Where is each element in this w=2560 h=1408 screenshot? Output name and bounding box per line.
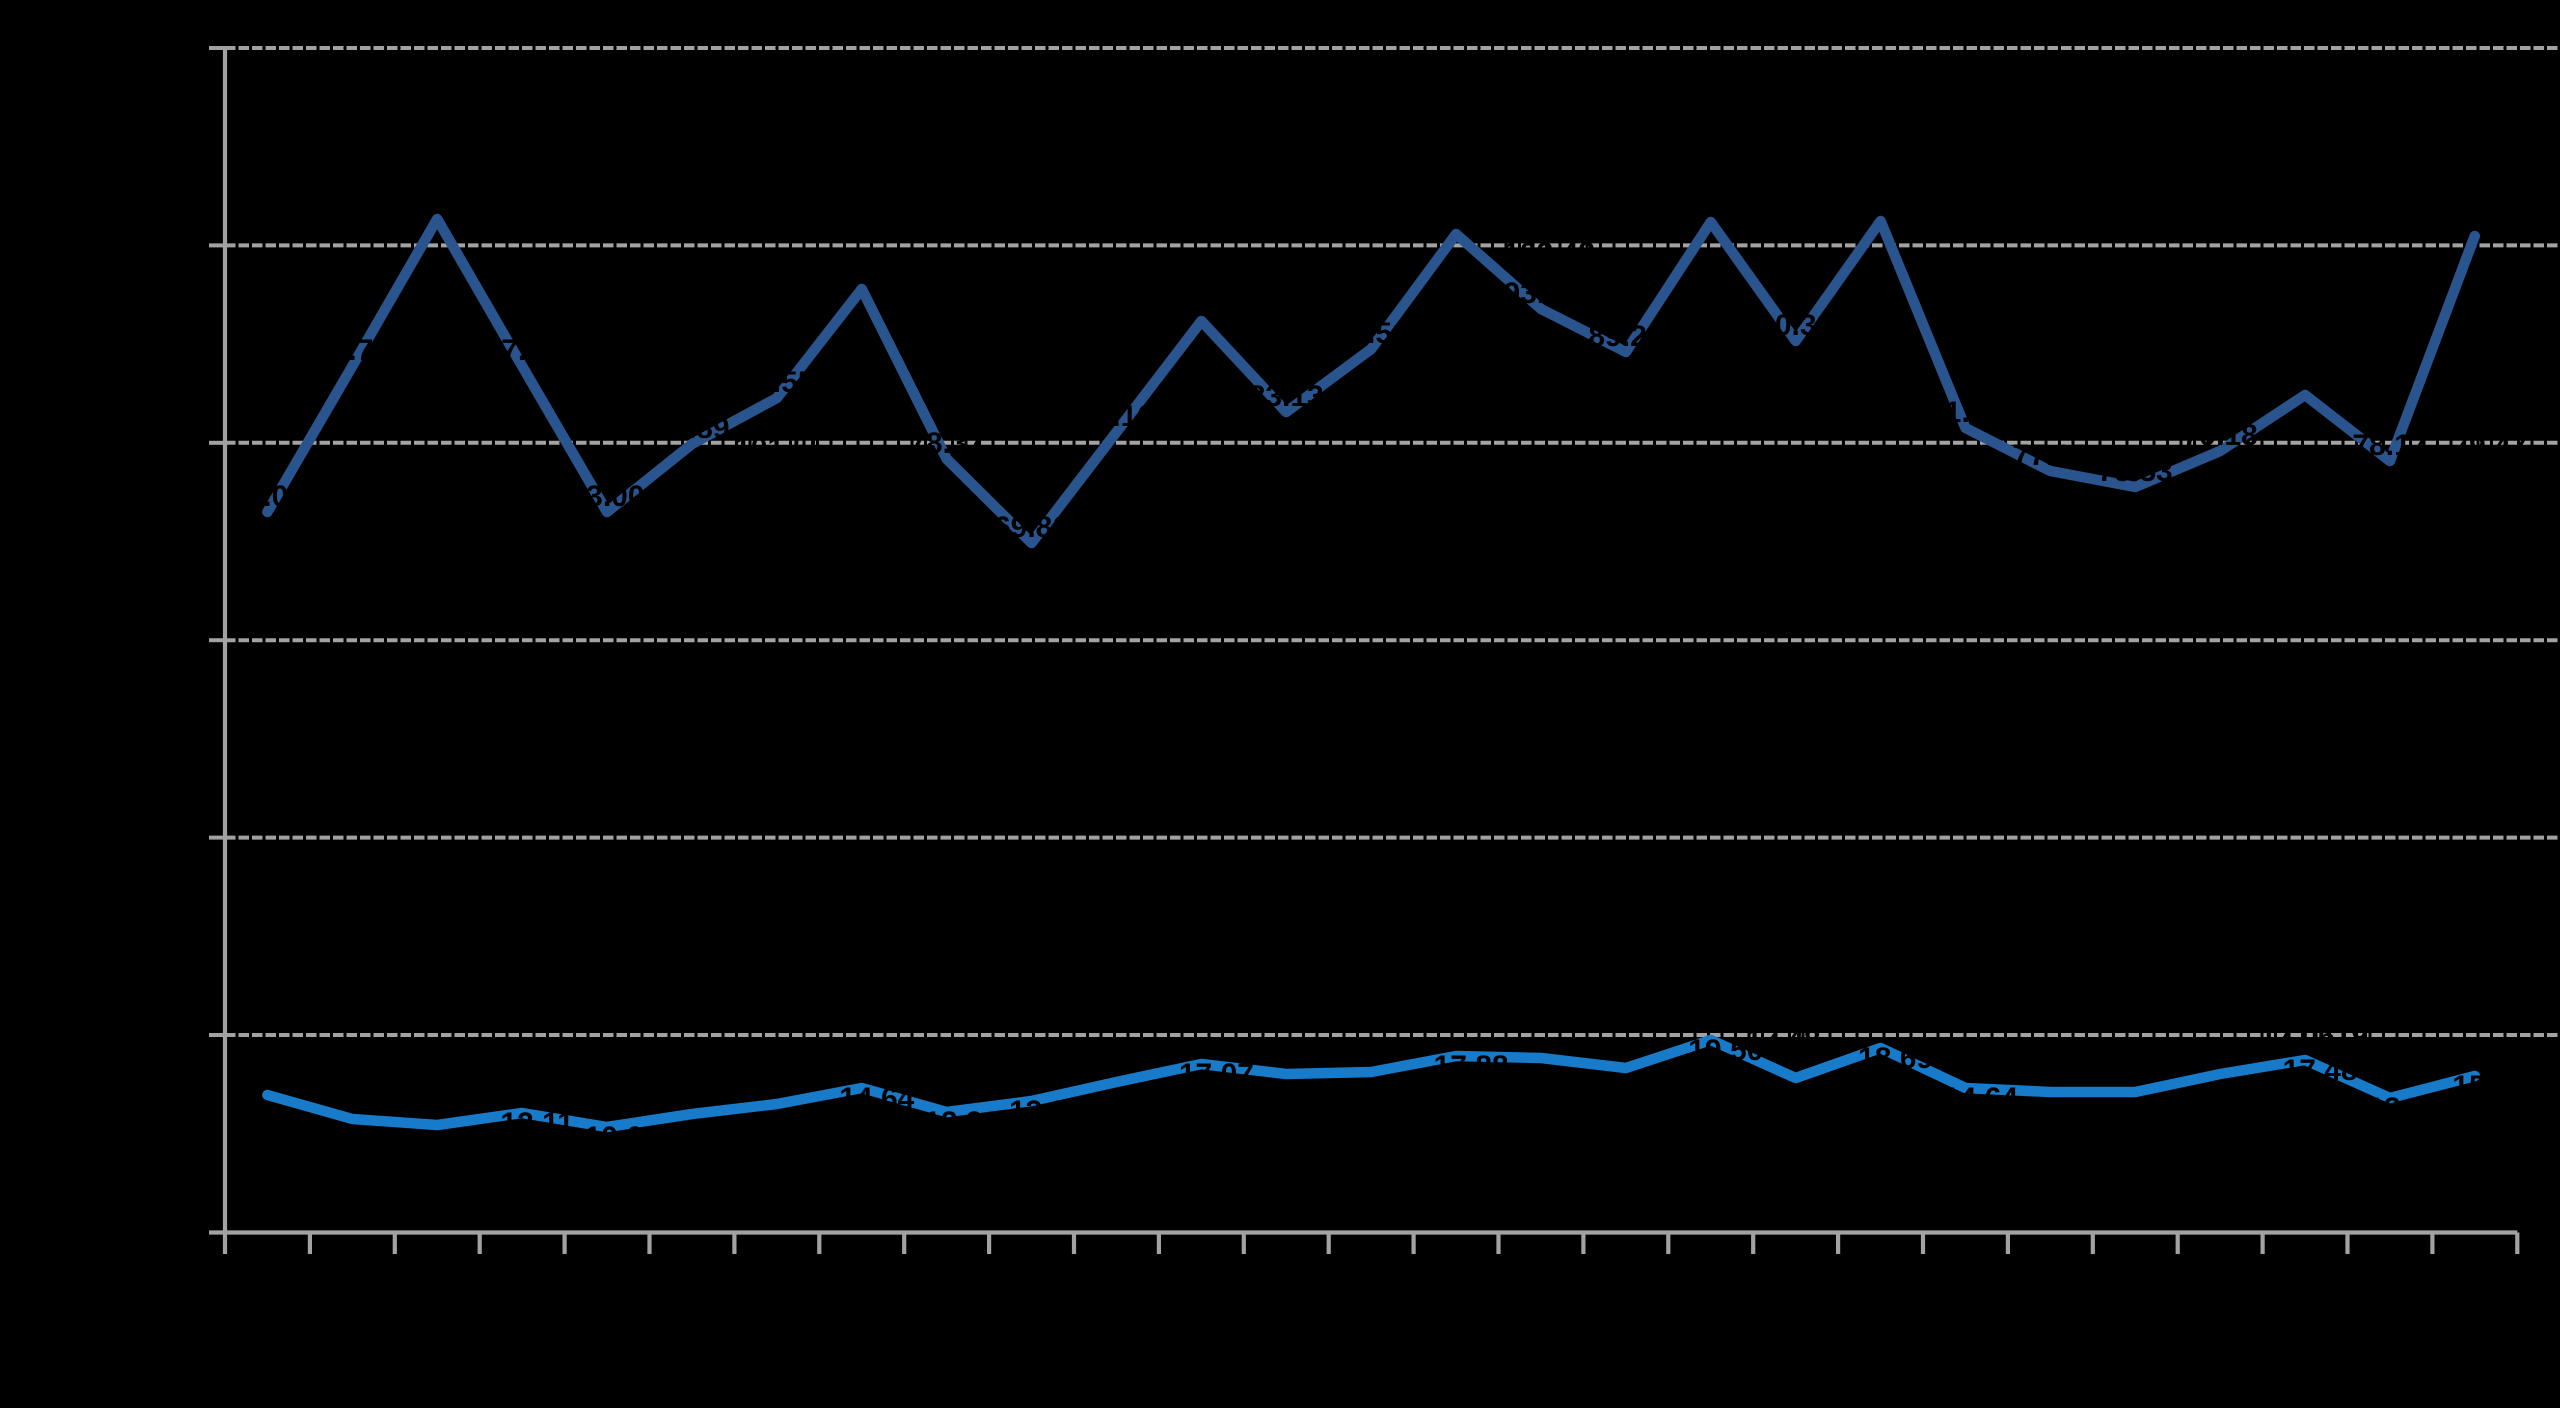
svg-text:87.79: 87.79: [485, 334, 560, 367]
svg-text:90.32: 90.32: [1758, 309, 1833, 342]
svg-text:14.64: 14.64: [1943, 1082, 2018, 1115]
svg-text:19.50: 19.50: [1688, 1034, 1763, 1067]
svg-text:78.37: 78.37: [909, 427, 984, 460]
svg-text:79.89: 79.89: [654, 412, 729, 445]
svg-text:89.21: 89.21: [1588, 320, 1663, 353]
svg-text:93.57: 93.57: [1503, 277, 1578, 310]
svg-text:87.79: 87.79: [315, 334, 390, 367]
svg-text:79.47: 79.47: [2452, 430, 2527, 463]
svg-text:89.51: 89.51: [1334, 317, 1409, 350]
svg-text:81.10: 81.10: [1079, 400, 1154, 433]
svg-text:69.86: 69.86: [994, 511, 1069, 544]
svg-text:17.48: 17.48: [1745, 1024, 1820, 1057]
svg-text:84.55: 84.55: [739, 366, 814, 399]
svg-text:17.0619: 17.0619: [2260, 1020, 2368, 1053]
svg-text:83.13: 83.13: [1249, 380, 1324, 413]
svg-text:102.38: 102.38: [1665, 190, 1757, 223]
svg-text:102.48: 102.48: [1503, 237, 1595, 270]
svg-text:100.96: 100.96: [2429, 204, 2521, 237]
svg-text:14.64: 14.64: [839, 1082, 914, 1115]
svg-text:13.32: 13.32: [1009, 1095, 1084, 1128]
svg-text:79.18: 79.18: [2183, 419, 2258, 452]
svg-text:78.17: 78.17: [2352, 429, 2427, 462]
svg-text:92.35: 92.35: [1164, 289, 1239, 322]
svg-text:101.55: 101.55: [734, 432, 826, 465]
svg-text:95.59: 95.59: [824, 257, 899, 290]
svg-text:84.85: 84.85: [2268, 363, 2343, 396]
svg-text:12.11: 12.11: [500, 1107, 573, 1140]
svg-text:73.00: 73.00: [569, 480, 644, 513]
svg-text:13.63: 13.63: [2367, 1092, 2442, 1125]
svg-text:77.15: 77.15: [2013, 439, 2088, 472]
svg-text:17.48: 17.48: [2283, 1054, 2358, 1087]
svg-text:10.69: 10.69: [584, 1121, 659, 1154]
svg-text:101.17: 101.17: [1410, 202, 1502, 235]
svg-text:15.86: 15.86: [2452, 1070, 2527, 1103]
svg-text:17.88: 17.88: [1434, 1050, 1509, 1083]
svg-text:102.68: 102.68: [391, 187, 483, 220]
svg-text:17.07: 17.07: [1179, 1058, 1254, 1091]
svg-text:102.48: 102.48: [1835, 189, 1927, 222]
svg-text:12.21: 12.21: [924, 1106, 999, 1139]
svg-text:81.51: 81.51: [1928, 396, 2003, 429]
svg-text:73.00: 73.00: [230, 480, 305, 513]
svg-text:75.53: 75.53: [2098, 455, 2173, 488]
svg-text:18.69: 18.69: [1858, 1042, 1933, 1075]
